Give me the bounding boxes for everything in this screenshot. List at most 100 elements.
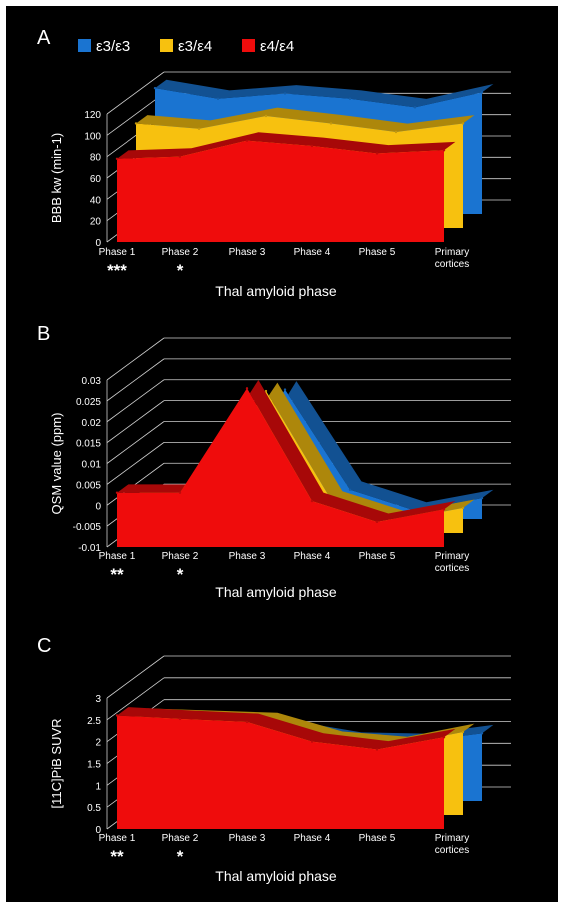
figure: ε3/ε3 ε3/ε4 ε4/ε4 A 0 20 40 60 80 100 120 Phase 1 Ph…	[6, 6, 558, 902]
series-area	[117, 140, 444, 242]
gridline-depth	[106, 358, 165, 402]
data-point-e44	[115, 157, 119, 160]
x-tick-label: Primary	[435, 551, 469, 562]
x-tick-label: Phase 2	[162, 247, 199, 258]
y-tick-label: -0.01	[78, 543, 101, 554]
y-axis-label: QSM value (ppm)	[49, 413, 64, 515]
panel-letter: C	[37, 635, 51, 657]
data-point-e34	[264, 114, 268, 118]
gridline-depth	[106, 93, 165, 136]
x-tick-label: Primary	[435, 833, 469, 844]
data-point-e33	[480, 91, 484, 94]
y-tick-label: 0.005	[76, 480, 101, 491]
gridline-depth	[106, 442, 165, 485]
x-axis-label: Thal amyloid phase	[215, 283, 337, 299]
x-tick-label: Phase 3	[229, 551, 266, 562]
data-point-e44	[245, 139, 249, 142]
significance-marker: **	[110, 847, 124, 866]
data-point-e44	[178, 717, 182, 721]
data-point-e33	[348, 488, 352, 491]
x-tick-label: cortices	[435, 259, 469, 270]
y-tick-label: 3	[95, 694, 101, 705]
data-point-e33	[283, 388, 287, 391]
y-tick-label: 0	[95, 501, 101, 512]
legend-label: ε3/ε4	[178, 38, 212, 55]
x-tick-label: cortices	[435, 563, 469, 574]
series-e44	[115, 132, 456, 242]
legend-label: ε3/ε3	[96, 38, 130, 55]
data-point-e44	[178, 155, 182, 158]
gridline-depth	[106, 655, 165, 699]
data-point-e44	[115, 714, 119, 717]
y-tick-label: 0.02	[82, 418, 102, 429]
x-tick-label: Phase 3	[229, 247, 266, 258]
series-ribbon-top	[117, 132, 456, 159]
data-point-e44	[245, 387, 249, 390]
y-tick-label: 80	[90, 153, 102, 164]
x-tick-label: Primary	[435, 247, 469, 258]
x-tick-label: Phase 2	[162, 833, 199, 844]
y-tick-label: 20	[90, 217, 102, 228]
legend-label: ε4/ε4	[260, 38, 294, 55]
y-tick-label: 0.5	[87, 803, 101, 814]
data-point-e44	[442, 149, 446, 152]
data-point-e33	[283, 92, 287, 95]
x-tick-label: Phase 1	[99, 551, 136, 562]
y-tick-label: 120	[84, 110, 101, 121]
data-point-e33	[413, 106, 417, 109]
panel-letter: B	[37, 323, 50, 345]
legend-swatch	[160, 39, 173, 52]
data-point-e34	[461, 730, 465, 734]
y-tick-label: 0	[95, 238, 101, 249]
legend-item-e33: ε3/ε3	[78, 38, 130, 55]
series-ribbon-top	[117, 707, 456, 750]
data-point-e34	[461, 506, 465, 510]
data-point-e44	[442, 508, 446, 511]
y-tick-label: 2	[95, 738, 101, 749]
panel-A: A 0 20 40 60 80 100 120 Phase 1 Phase 2 Phase 3 Pha…	[37, 27, 511, 299]
x-tick-label: Phase 5	[359, 551, 396, 562]
series-area	[117, 388, 444, 547]
series-area	[117, 715, 444, 829]
y-tick-label: 1	[95, 781, 101, 792]
panel-letter: A	[37, 27, 51, 49]
y-axis-label: BBB kw (min-1)	[49, 133, 64, 223]
data-point-e34	[394, 130, 398, 134]
data-point-e33	[480, 496, 484, 500]
legend-swatch	[78, 39, 91, 52]
x-tick-label: Phase 3	[229, 833, 266, 844]
y-tick-label: 0.03	[82, 376, 102, 387]
x-tick-label: Phase 4	[294, 247, 331, 258]
panel-C: C 0 0.5 1 1.5 2 2.5 3 Phase 1 Phase 2 Phase 3 Phase…	[37, 635, 511, 884]
significance-marker: *	[177, 261, 184, 280]
gridline-depth	[106, 71, 165, 115]
x-tick-label: Phase 2	[162, 551, 199, 562]
data-point-e34	[461, 122, 465, 125]
x-tick-label: Phase 1	[99, 247, 136, 258]
gridline-depth	[106, 677, 165, 721]
y-axis-label: [11C]PiB SUVR	[49, 718, 64, 808]
data-point-e44	[310, 144, 314, 148]
y-tick-label: 40	[90, 195, 102, 206]
series-ribbon-top	[136, 107, 475, 132]
y-tick-label: 0.025	[76, 397, 101, 408]
data-point-e44	[375, 520, 379, 524]
x-axis-label: Thal amyloid phase	[215, 584, 337, 600]
data-point-e44	[310, 740, 314, 743]
data-point-e44	[375, 152, 379, 155]
series-ribbon-top	[136, 382, 475, 521]
x-tick-label: Phase 5	[359, 247, 396, 258]
x-tick-label: Phase 4	[294, 551, 331, 562]
y-tick-label: 0.015	[76, 439, 101, 450]
data-point-e33	[216, 97, 220, 101]
gridline-depth	[106, 400, 165, 443]
significance-marker: ***	[107, 261, 127, 280]
legend-swatch	[242, 39, 255, 52]
significance-marker: *	[177, 565, 184, 584]
data-point-e44	[442, 736, 446, 739]
gridline-depth	[106, 379, 165, 423]
y-tick-label: -0.005	[73, 522, 102, 533]
gridline-depth	[106, 421, 165, 464]
data-point-e34	[264, 389, 268, 393]
data-point-e34	[197, 127, 201, 130]
